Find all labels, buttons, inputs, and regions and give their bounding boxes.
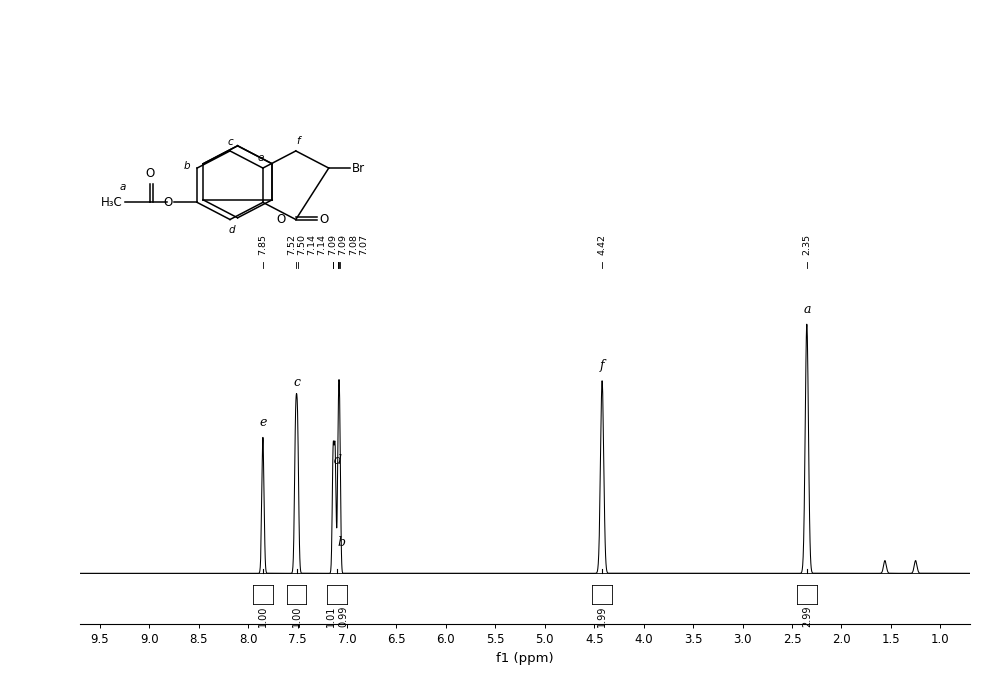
Text: c: c [227,137,233,147]
Text: c: c [294,376,301,389]
Text: O: O [145,167,154,180]
Text: H₃C: H₃C [101,196,123,209]
Text: 7.14
7.14
7.09
7.09
7.08
7.07: 7.14 7.14 7.09 7.09 7.08 7.07 [307,234,368,255]
Text: 0.99: 0.99 [338,606,348,627]
Text: d: d [334,454,342,467]
Text: e: e [258,154,264,163]
Text: O: O [163,196,172,209]
Text: 1.00: 1.00 [258,606,268,627]
Text: b: b [338,536,346,549]
Text: f: f [600,359,604,372]
Text: f: f [296,137,300,146]
Text: O: O [277,213,286,226]
X-axis label: f1 (ppm): f1 (ppm) [496,652,554,665]
Text: 2.99: 2.99 [802,606,812,628]
Text: b: b [183,161,190,172]
Text: Br: Br [352,162,365,174]
Text: a: a [803,303,811,316]
Text: d: d [229,225,235,235]
Text: a: a [120,182,126,192]
Text: 2.35: 2.35 [802,234,811,255]
Text: 1.01: 1.01 [326,606,336,627]
Text: 4.42: 4.42 [598,234,607,255]
Text: 1.99: 1.99 [597,606,607,627]
Text: O: O [320,213,329,226]
Text: 7.85: 7.85 [258,234,267,255]
Text: e: e [259,416,267,429]
Text: 7.52
7.50: 7.52 7.50 [287,234,306,255]
Text: 1.00: 1.00 [292,606,302,627]
